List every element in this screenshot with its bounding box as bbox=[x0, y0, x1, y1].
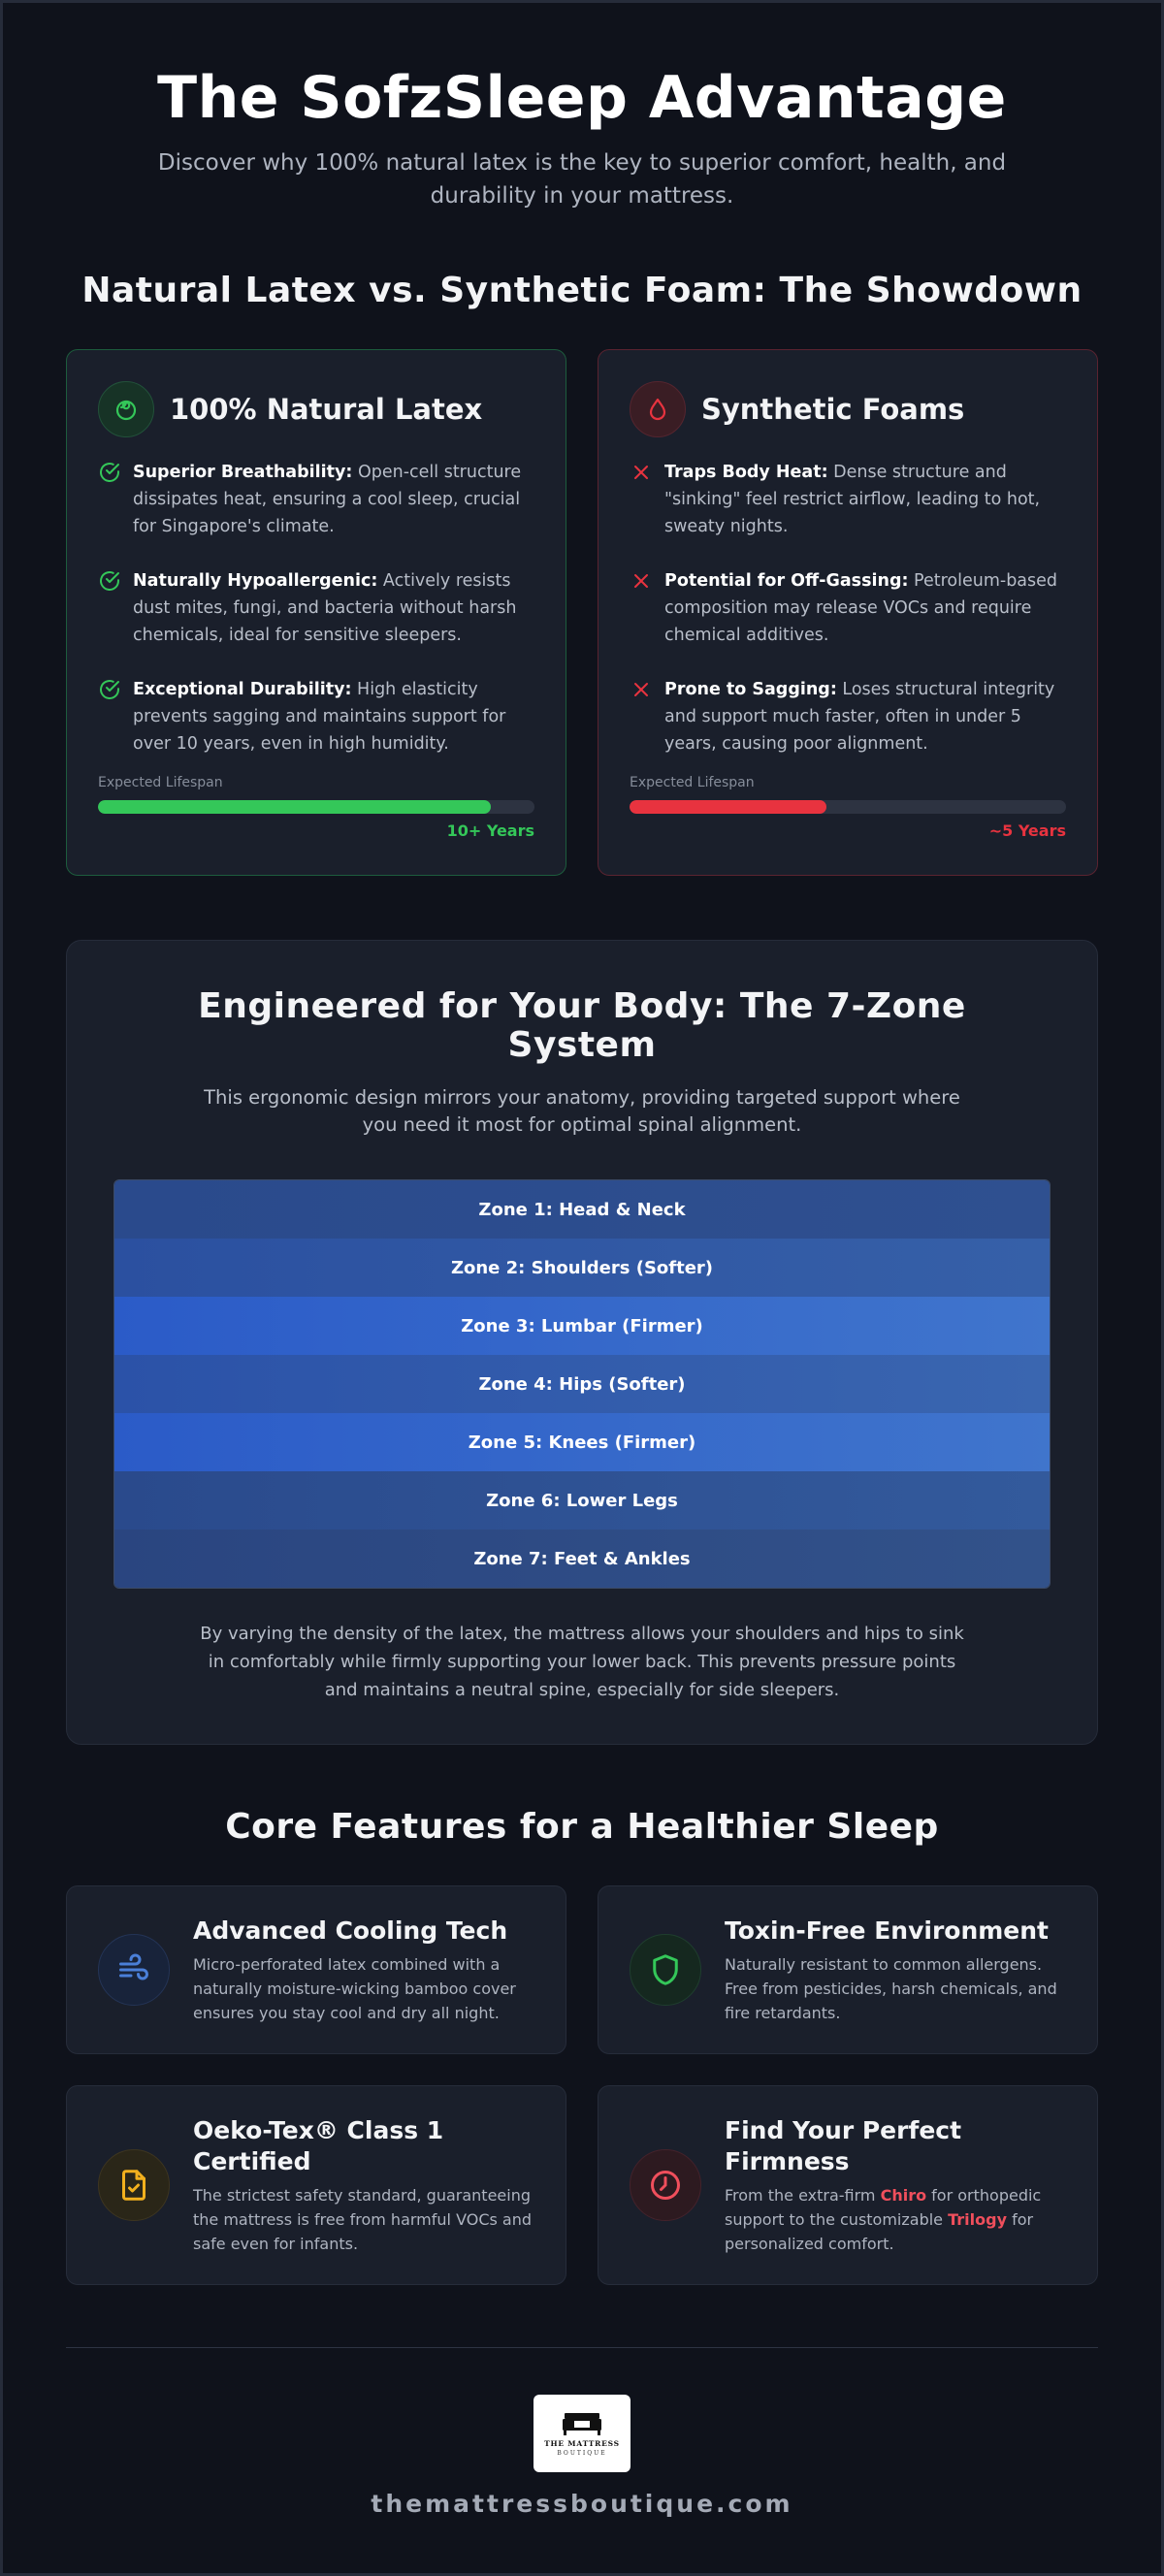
lifespan-label: Expected Lifespan bbox=[630, 775, 755, 790]
feature-text: From the extra-firm Chiro for orthopedic… bbox=[725, 2185, 1042, 2253]
feature-card: Find Your Perfect Firmness From the extr… bbox=[598, 2085, 1098, 2285]
foam-item-label: Potential for Off-Gassing: bbox=[664, 571, 909, 591]
logo-line-2: BOUTIQUE bbox=[557, 2449, 607, 2457]
shield-icon bbox=[630, 1934, 701, 2006]
latex-item: Superior Breathability: Open-cell struct… bbox=[98, 459, 534, 540]
brand-logo: THE MATTRESS BOUTIQUE bbox=[534, 2395, 630, 2472]
bed-icon bbox=[563, 2412, 601, 2435]
check-circle-icon bbox=[98, 676, 123, 757]
zone-row: Zone 3: Lumbar (Firmer) bbox=[114, 1297, 1050, 1355]
latex-lifespan: Expected Lifespan 10+ Years bbox=[98, 775, 534, 840]
feature-card: Toxin-Free Environment Naturally resista… bbox=[598, 1885, 1098, 2054]
foam-item-text: Loses structural integrity and support m… bbox=[664, 680, 1055, 754]
feature-card: Oeko-Tex® Class 1 Certified The strictes… bbox=[66, 2085, 566, 2285]
latex-item-text: Actively resists dust mites, fungi, and … bbox=[133, 571, 517, 645]
feature-title: Oeko-Tex® Class 1 Certified bbox=[193, 2115, 444, 2175]
leaf-icon bbox=[98, 381, 154, 437]
lifespan-bar bbox=[98, 800, 534, 814]
feature-text: The strictest safety standard, guarantee… bbox=[193, 2185, 533, 2253]
website-link[interactable]: themattressboutique.com bbox=[371, 2490, 793, 2518]
feature-title: Toxin-Free Environment bbox=[725, 1916, 1049, 1945]
hero-subtitle: Discover why 100% natural latex is the k… bbox=[157, 150, 1007, 209]
features-grid: Advanced Cooling Tech Micro-perforated l… bbox=[66, 1885, 1098, 2316]
zone-row: Zone 1: Head & Neck bbox=[114, 1180, 1050, 1239]
feature-title: Advanced Cooling Tech bbox=[193, 1916, 508, 1945]
check-circle-icon bbox=[98, 459, 123, 540]
foam-lifespan: Expected Lifespan ~5 Years bbox=[630, 775, 1066, 840]
latex-item: Exceptional Durability: High elasticity … bbox=[98, 676, 534, 757]
footer: THE MATTRESS BOUTIQUE themattressboutiqu… bbox=[66, 2347, 1098, 2518]
comparison: 100% Natural Latex Superior Breathabilit… bbox=[66, 349, 1098, 876]
foam-card-header: Synthetic Foams bbox=[630, 381, 1066, 437]
lifespan-bar bbox=[630, 800, 1066, 814]
foam-item: Traps Body Heat: Dense structure and "si… bbox=[630, 459, 1066, 540]
zone-row: Zone 5: Knees (Firmer) bbox=[114, 1413, 1050, 1471]
zone-section-title: Engineered for Your Body: The 7-Zone Sys… bbox=[198, 986, 966, 1065]
foam-card: Synthetic Foams Traps Body Heat: Dense s… bbox=[598, 349, 1098, 876]
x-icon bbox=[630, 459, 655, 540]
foam-item-label: Prone to Sagging: bbox=[664, 680, 837, 699]
lifespan-value: 10+ Years bbox=[446, 821, 534, 840]
latex-item-text: Open-cell structure dissipates heat, ens… bbox=[133, 463, 522, 536]
feature-text: Micro-perforated latex combined with a n… bbox=[193, 1954, 516, 2022]
feature-text: Naturally resistant to common allergens.… bbox=[725, 1954, 1057, 2022]
latex-item-text: High elasticity prevents sagging and mai… bbox=[133, 680, 506, 754]
features-title: Core Features for a Healthier Sleep bbox=[225, 1807, 939, 1847]
check-circle-icon bbox=[98, 567, 123, 649]
certified-document-icon bbox=[98, 2149, 170, 2221]
showdown-title: Natural Latex vs. Synthetic Foam: The Sh… bbox=[81, 271, 1083, 310]
zone-row: Zone 6: Lower Legs bbox=[114, 1471, 1050, 1530]
zone-diagram: Zone 1: Head & Neck Zone 2: Shoulders (S… bbox=[113, 1179, 1051, 1589]
product-chiro: Chiro bbox=[880, 2185, 927, 2205]
foam-item-text: Petroleum-based composition may release … bbox=[664, 571, 1058, 645]
feature-title: Find Your Perfect Firmness bbox=[725, 2115, 962, 2175]
feature-card: Advanced Cooling Tech Micro-perforated l… bbox=[66, 1885, 566, 2054]
lifespan-bar-fill bbox=[630, 800, 826, 814]
zone-row: Zone 2: Shoulders (Softer) bbox=[114, 1239, 1050, 1297]
logo-line-1: THE MATTRESS bbox=[544, 2438, 620, 2448]
foam-item-label: Traps Body Heat: bbox=[664, 463, 828, 482]
lifespan-value: ~5 Years bbox=[988, 821, 1066, 840]
droplet-icon bbox=[630, 381, 686, 437]
x-icon bbox=[630, 676, 655, 757]
product-trilogy: Trilogy bbox=[948, 2209, 1007, 2229]
foam-item: Prone to Sagging: Loses structural integ… bbox=[630, 676, 1066, 757]
latex-card-title: 100% Natural Latex bbox=[170, 393, 483, 426]
lifespan-bar-fill bbox=[98, 800, 491, 814]
foam-card-title: Synthetic Foams bbox=[701, 393, 965, 426]
zone-section-note: By varying the density of the latex, the… bbox=[200, 1624, 964, 1700]
zone-row: Zone 7: Feet & Ankles bbox=[114, 1530, 1050, 1588]
zone-section-subtitle: This ergonomic design mirrors your anato… bbox=[204, 1086, 960, 1136]
foam-item-text: Dense structure and "sinking" feel restr… bbox=[664, 463, 1041, 536]
foam-item: Potential for Off-Gassing: Petroleum-bas… bbox=[630, 567, 1066, 649]
zone-row: Zone 4: Hips (Softer) bbox=[114, 1355, 1050, 1413]
latex-item-label: Exceptional Durability: bbox=[133, 680, 352, 699]
zone-system-section: Engineered for Your Body: The 7-Zone Sys… bbox=[66, 940, 1098, 1745]
latex-card-header: 100% Natural Latex bbox=[98, 381, 534, 437]
latex-item-label: Naturally Hypoallergenic: bbox=[133, 571, 378, 591]
latex-item: Naturally Hypoallergenic: Actively resis… bbox=[98, 567, 534, 649]
clock-icon bbox=[630, 2149, 701, 2221]
hero: The SofzSleep Advantage Discover why 100… bbox=[3, 3, 1161, 212]
latex-item-label: Superior Breathability: bbox=[133, 463, 353, 482]
latex-card: 100% Natural Latex Superior Breathabilit… bbox=[66, 349, 566, 876]
wind-icon bbox=[98, 1934, 170, 2006]
hero-title: The SofzSleep Advantage bbox=[157, 64, 1007, 132]
lifespan-label: Expected Lifespan bbox=[98, 775, 223, 790]
x-icon bbox=[630, 567, 655, 649]
